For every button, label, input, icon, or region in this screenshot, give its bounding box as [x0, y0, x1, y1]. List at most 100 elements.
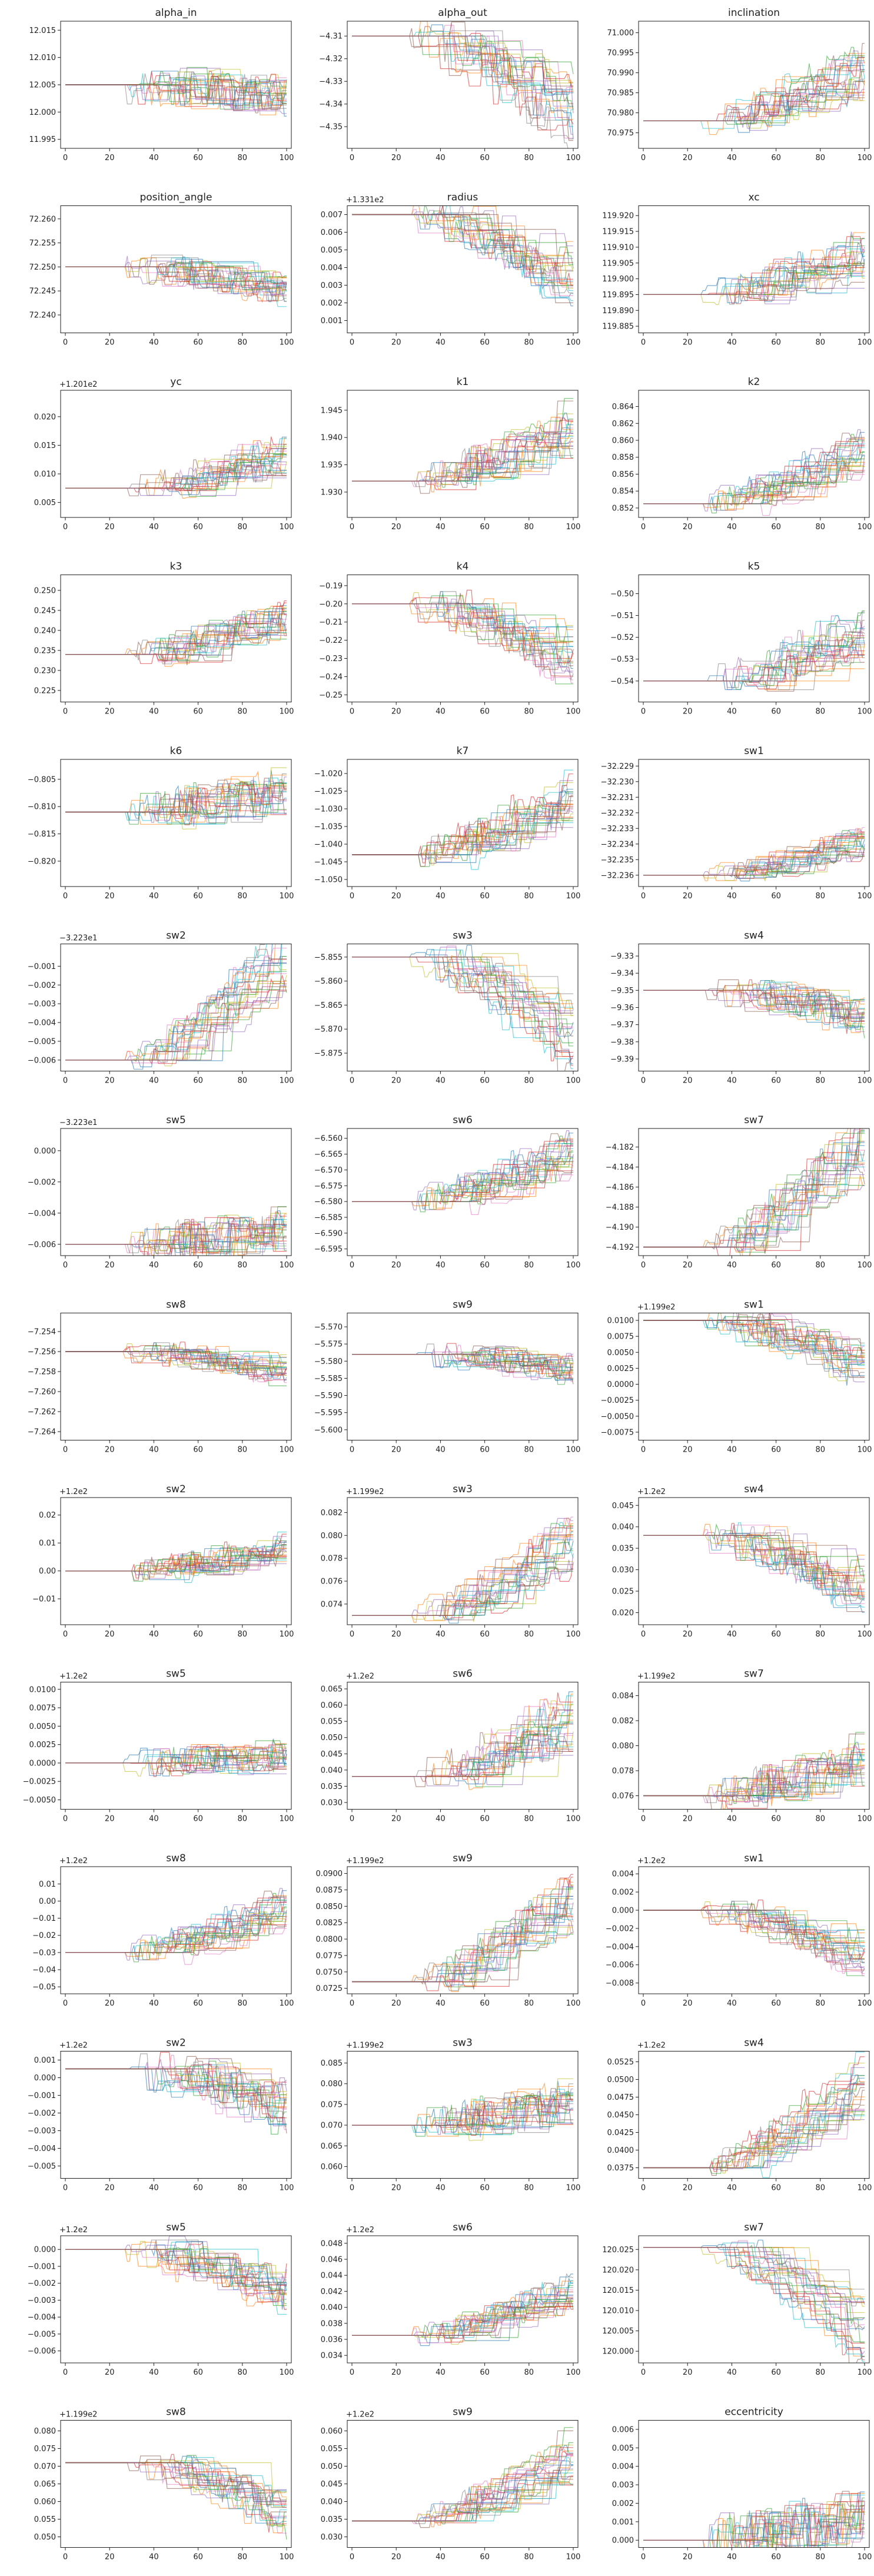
- x-tick-label: 100: [566, 2553, 581, 2562]
- y-tick-label: 0.060: [321, 1701, 343, 1710]
- x-tick-label: 0: [641, 523, 646, 532]
- axes-frame: [347, 1682, 579, 1810]
- chain-traces: [352, 769, 574, 870]
- y-tick-label: 0.004: [612, 2462, 634, 2471]
- y-tick-label: 0.055: [34, 2515, 56, 2524]
- chain-line: [643, 2247, 865, 2343]
- x-tick-label: 40: [727, 2368, 737, 2377]
- x-tick-label: 80: [816, 523, 826, 532]
- y-tick-label: 0.245: [34, 606, 56, 615]
- x-tick-label: 80: [816, 1815, 826, 1824]
- subplot-title: yc: [170, 376, 181, 388]
- y-tick-label: −0.004: [606, 1943, 634, 1951]
- x-tick-label: 80: [238, 892, 248, 901]
- chain-line: [643, 2501, 865, 2541]
- chain-line: [643, 1910, 865, 1964]
- chain-traces: [352, 2427, 573, 2528]
- chain-line: [352, 1908, 573, 1989]
- axis-offset-label: +1.2e2: [637, 1857, 666, 1865]
- x-tick-label: 60: [480, 1446, 490, 1455]
- y-tick-label: −4.188: [606, 1203, 634, 1212]
- y-tick-label: 0.860: [612, 437, 634, 446]
- chain-line: [352, 2455, 573, 2522]
- x-tick-label: 60: [771, 2184, 781, 2193]
- x-tick-label: 40: [436, 2184, 446, 2193]
- x-tick-label: 100: [280, 1077, 294, 1085]
- chain-line: [643, 1535, 865, 1598]
- y-tick-label: 0.045: [321, 2480, 343, 2489]
- chain-line: [65, 1745, 287, 1777]
- chain-traces: [65, 1342, 287, 1386]
- axis-offset-label: +1.199e2: [59, 2411, 97, 2419]
- chain-line: [643, 2075, 865, 2169]
- y-tick-label: 0.001: [612, 2518, 634, 2527]
- x-tick-label: 20: [105, 2553, 115, 2562]
- x-tick-label: 80: [816, 2553, 826, 2562]
- y-tick-label: 0.080: [321, 2080, 343, 2089]
- chain-line: [643, 43, 865, 121]
- x-tick-label: 20: [683, 1077, 693, 1085]
- chain-line: [352, 2303, 573, 2336]
- subplot-title: sw3: [453, 1483, 473, 1495]
- x-tick-label: 60: [480, 523, 490, 532]
- y-tick-label: 119.905: [602, 259, 634, 268]
- y-tick-label: 0.040: [321, 2303, 343, 2312]
- y-tick-label: −0.0075: [601, 1428, 634, 1437]
- y-tick-label: −6.570: [314, 1166, 343, 1175]
- x-tick-label: 20: [105, 523, 115, 532]
- axes-frame: [60, 759, 292, 887]
- y-tick-label: −0.004: [28, 1019, 56, 1028]
- x-tick-label: 60: [480, 338, 490, 347]
- y-tick-label: 0.0900: [316, 1870, 343, 1878]
- y-tick-label: −5.870: [314, 1025, 343, 1034]
- x-tick-label: 0: [63, 1999, 68, 2008]
- x-tick-label: 60: [193, 1999, 203, 2008]
- chain-line: [643, 1128, 863, 1248]
- y-tick-label: −0.23: [319, 655, 343, 663]
- x-tick-label: 80: [524, 708, 534, 716]
- subplot-12: k5 −0.54 −0.53 −0.52 −0.51 −0.50 0 20 40 60 80 100: [610, 561, 872, 716]
- subplot-title: k4: [457, 561, 469, 573]
- x-tick-label: 40: [149, 1077, 159, 1085]
- chain-line: [643, 465, 865, 506]
- chain-line: [65, 1351, 287, 1379]
- y-tick-label: 0.082: [321, 1509, 343, 1518]
- x-tick-label: 0: [641, 2368, 646, 2377]
- y-tick-label: −5.570: [314, 1323, 343, 1332]
- chain-traces: [643, 610, 865, 692]
- chain-traces: [65, 2051, 287, 2135]
- x-tick-label: 20: [391, 1815, 401, 1824]
- x-tick-label: 100: [858, 1077, 872, 1085]
- chain-line: [65, 2249, 287, 2309]
- y-tick-label: −7.256: [28, 1348, 56, 1357]
- subplot-title: sw7: [744, 1114, 764, 1126]
- y-tick-label: −9.38: [610, 1038, 634, 1047]
- y-tick-label: −0.008: [606, 1979, 634, 1988]
- y-tick-label: 120.025: [602, 2246, 634, 2255]
- x-tick-label: 80: [238, 1999, 248, 2008]
- y-tick-label: −4.34: [319, 100, 343, 109]
- chain-line: [352, 2427, 573, 2522]
- x-tick-label: 60: [771, 708, 781, 716]
- x-tick-label: 20: [683, 1446, 693, 1455]
- chain-line: [643, 1314, 865, 1377]
- y-tick-label: 0.001: [34, 2056, 56, 2065]
- x-tick-label: 60: [771, 1999, 781, 2008]
- chain-traces: [352, 1130, 574, 1215]
- chain-line: [643, 255, 865, 298]
- y-tick-label: −0.815: [28, 830, 56, 839]
- subplot-7: yc +1.201e2 0.005 0.010 0.015 0.020 0 20 40 60 80 1…: [34, 376, 294, 532]
- x-tick-label: 40: [149, 1630, 159, 1639]
- chain-line: [65, 2249, 287, 2292]
- y-tick-label: −4.184: [606, 1163, 634, 1172]
- y-tick-label: −32.229: [601, 762, 634, 771]
- y-tick-label: −0.001: [28, 2092, 56, 2100]
- axes-frame: [638, 1497, 870, 1625]
- x-tick-label: 80: [524, 1999, 534, 2008]
- x-tick-label: 60: [193, 708, 203, 716]
- chain-line: [352, 30, 569, 148]
- y-tick-label: −0.002: [28, 2279, 56, 2288]
- x-tick-label: 40: [149, 154, 159, 162]
- y-tick-label: 0.858: [612, 453, 634, 462]
- x-tick-label: 20: [683, 1815, 693, 1824]
